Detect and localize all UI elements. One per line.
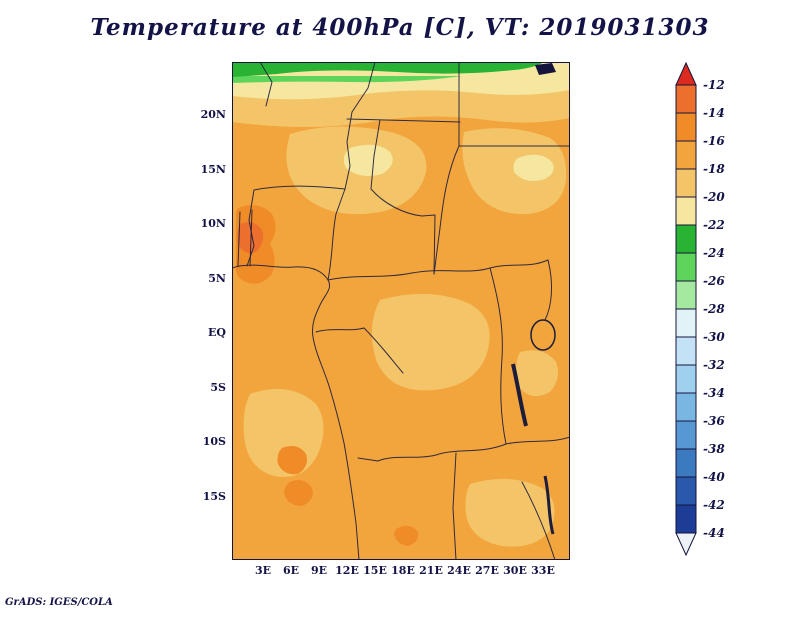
colorbar-segment: [675, 476, 697, 506]
lat-tick-label: 10S: [202, 435, 226, 448]
lake-tanganyika: [511, 363, 528, 427]
lon-tick-label: 6E: [282, 564, 300, 577]
colorbar-label: -18: [703, 162, 725, 176]
lat-tick-label: 10N: [200, 217, 226, 230]
map-frame: [232, 62, 570, 560]
colorbar-segment: [675, 448, 697, 478]
colorbar-segment: [675, 308, 697, 338]
temperature-map: [232, 62, 570, 560]
colorbar-segment: [675, 140, 697, 170]
lon-tick-label: 30E: [503, 564, 527, 577]
colorbar-label: -32: [703, 358, 725, 372]
page-title: Temperature at 400hPa [C], VT: 201903130…: [90, 14, 710, 41]
lat-tick-label: 15N: [200, 163, 226, 176]
lon-tick-label: 27E: [475, 564, 499, 577]
colorbar-segment: [675, 112, 697, 142]
lon-tick-label: 33E: [531, 564, 555, 577]
colorbar-label: -42: [703, 498, 725, 512]
colorbar-segment: [675, 392, 697, 422]
temperature-shading: [232, 62, 570, 560]
colorbar-label: -40: [703, 470, 725, 484]
colorbar-segment: [675, 420, 697, 450]
colorbar-label: -44: [703, 526, 725, 540]
lakes: [511, 319, 556, 535]
colorbar-segment: [675, 196, 697, 226]
colorbar-label: -12: [703, 78, 725, 92]
colorbar-label: -20: [703, 190, 725, 204]
lat-tick-label: 5N: [208, 272, 226, 285]
colorbar-segment: [675, 336, 697, 366]
lon-tick-label: 9E: [310, 564, 328, 577]
colorbar-label: -38: [703, 442, 725, 456]
colorbar-label: -36: [703, 414, 725, 428]
colorbar-label: -24: [703, 246, 725, 260]
colorbar-segment: [675, 280, 697, 310]
lon-tick-label: 18E: [391, 564, 415, 577]
lat-tick-label: 5S: [210, 381, 226, 394]
lake-malawi: [543, 475, 555, 535]
colorbar-segment: [675, 504, 697, 534]
lat-tick-label: 20N: [200, 108, 226, 121]
colorbar-segment: [675, 84, 697, 114]
colorbar-label: -30: [703, 330, 725, 344]
colorbar-label: -28: [703, 302, 725, 316]
colorbar-label: -16: [703, 134, 725, 148]
colorbar-label: -14: [703, 106, 725, 120]
colorbar-segment: [675, 168, 697, 198]
lon-tick-label: 12E: [335, 564, 359, 577]
colorbar-arrow-top: [675, 61, 697, 86]
lon-tick-label: 3E: [254, 564, 272, 577]
lon-tick-label: 21E: [419, 564, 443, 577]
coast-mark: [535, 63, 556, 75]
colorbar-segment: [675, 224, 697, 254]
colorbar-label: -26: [703, 274, 725, 288]
colorbar-label: -34: [703, 386, 725, 400]
lon-tick-label: 24E: [447, 564, 471, 577]
lat-tick-label: 15S: [202, 490, 226, 503]
lake-victoria: [530, 319, 556, 351]
credit-label: GrADS: IGES/COLA: [5, 597, 113, 608]
coastline-and-borders: [232, 62, 570, 560]
colorbar-segment: [675, 252, 697, 282]
colorbar-segment: [675, 364, 697, 394]
lon-tick-label: 15E: [363, 564, 387, 577]
colorbar-arrow-bottom: [675, 532, 697, 557]
lat-tick-label: EQ: [208, 326, 226, 339]
colorbar-label: -22: [703, 218, 725, 232]
